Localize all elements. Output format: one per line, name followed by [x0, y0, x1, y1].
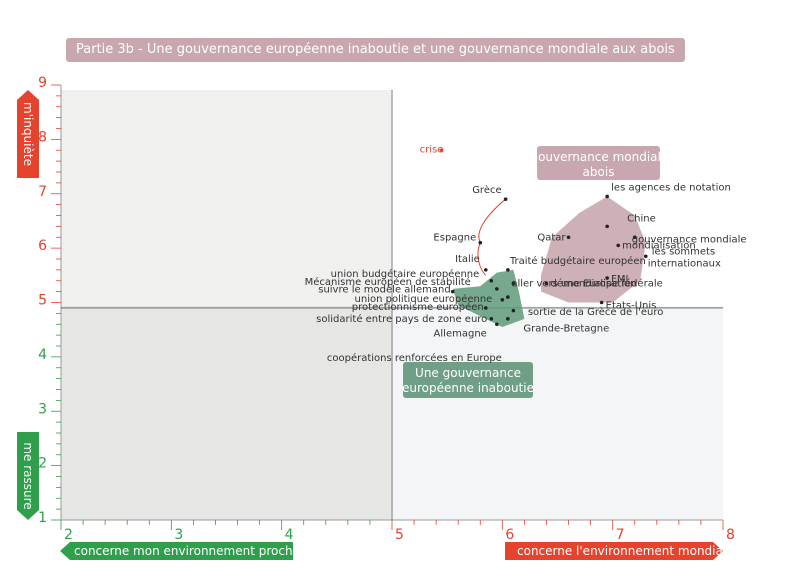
point-label: sortie de la Grèce de l'euro: [528, 306, 664, 318]
point-label: union politique européenne: [355, 293, 493, 305]
background-quadrant-bottom-right: [391, 306, 723, 520]
y-axis-top-arrow: m'inquiète: [17, 90, 39, 178]
data-point: [511, 281, 516, 286]
background-quadrant-bottom-left: [61, 306, 391, 520]
x-axis-left-label: concerne mon environnement proche: [74, 544, 300, 558]
zone-world: [540, 196, 646, 303]
x-axis-right-arrow: concerne l'environnement mondial: [505, 542, 723, 560]
trajectory-line: [478, 198, 506, 243]
point-label: Etats-Unis: [606, 301, 657, 312]
point-label: Espagne: [433, 233, 476, 244]
data-point: [503, 197, 508, 201]
x-tick-label: 3: [174, 527, 183, 543]
zone-europe: [452, 269, 525, 327]
data-point: [495, 287, 499, 291]
point-label: crise: [420, 144, 444, 155]
y-tick-label: 1: [38, 510, 47, 526]
y-tick-label: 5: [38, 293, 47, 309]
point-label: les agences de notation: [611, 182, 731, 193]
data-point: [506, 317, 510, 321]
y-tick-label: 9: [38, 75, 47, 91]
x-tick-label: 7: [616, 527, 625, 543]
point-label: Mécanisme européen de stabilité: [305, 276, 471, 288]
data-point: [599, 300, 604, 305]
data-point: [506, 268, 510, 272]
data-point: [605, 224, 609, 229]
point-label: Qatar: [537, 232, 566, 243]
data-point: [643, 254, 648, 259]
y-tick-label: 6: [38, 238, 47, 254]
x-tick-label: 8: [726, 527, 735, 543]
trajectory-line: [477, 242, 487, 276]
x-axis-left-arrow: concerne mon environnement proche: [60, 542, 293, 560]
y-tick-label: 2: [38, 456, 47, 472]
group-label: Une gouvernance mondiale aux abois: [503, 150, 694, 179]
y-axis-top-label: m'inquiète: [21, 102, 35, 166]
data-point: [632, 235, 637, 240]
point-label: mondialisation: [622, 240, 696, 251]
data-point: [495, 322, 499, 327]
data-point: [478, 240, 483, 245]
x-axis-right-label: concerne l'environnement mondial: [517, 544, 727, 558]
data-point: [616, 243, 620, 248]
data-point: [506, 295, 510, 299]
point-label: protectionnisme européen: [352, 301, 484, 313]
data-point: [566, 235, 571, 240]
data-point: [511, 308, 516, 313]
y-tick-label: 4: [38, 347, 47, 363]
point-label: Italie: [455, 254, 480, 265]
x-tick-label: 2: [64, 527, 73, 543]
group-label: Une gouvernance européenne inaboutie: [402, 366, 534, 395]
data-point: [489, 317, 494, 321]
y-axis-bottom-label: me rassure: [21, 442, 35, 510]
y-tick-label: 3: [38, 401, 47, 417]
data-point: [483, 268, 488, 272]
point-label: solidarité entre pays de zone euro: [316, 313, 487, 325]
group-label-box: [537, 146, 660, 180]
y-tick-label: 8: [38, 129, 47, 145]
x-tick-label: 5: [395, 527, 404, 543]
data-point: [605, 276, 609, 280]
data-point: [605, 194, 609, 199]
data-point: [450, 289, 455, 294]
point-label: gouvernance mondiale: [632, 234, 747, 245]
data-point: [544, 281, 549, 286]
point-label: coopérations renforcées en Europe: [327, 352, 502, 364]
data-point: [489, 278, 494, 283]
page-title: Partie 3b - Une gouvernance européenne i…: [66, 38, 685, 62]
group-label-box: [403, 362, 533, 398]
point-label: aller vers une Europe fédérale: [511, 277, 662, 289]
point-label: union budgétaire européenne: [331, 268, 480, 280]
point-label: suivre le modèle allemand: [318, 284, 450, 296]
data-point: [439, 148, 444, 153]
x-tick-label: 4: [285, 527, 294, 543]
data-point: [500, 297, 505, 302]
point-label: Grande-Bretagne: [523, 324, 609, 335]
data-point: [483, 306, 488, 310]
point-label: Grèce: [472, 184, 501, 196]
point-label: les sommets internationaux: [648, 246, 721, 269]
background-quadrant-top-left: [61, 90, 391, 306]
point-label: Allemagne: [434, 328, 487, 339]
point-label: démondialisation: [550, 277, 636, 289]
point-label: Traité budgétaire européen: [509, 255, 646, 267]
y-tick-label: 7: [38, 184, 47, 200]
point-label: FMI: [611, 274, 628, 285]
x-tick-label: 6: [505, 527, 514, 543]
y-axis-bottom-arrow: me rassure: [17, 432, 39, 520]
point-label: Chine: [627, 213, 656, 224]
